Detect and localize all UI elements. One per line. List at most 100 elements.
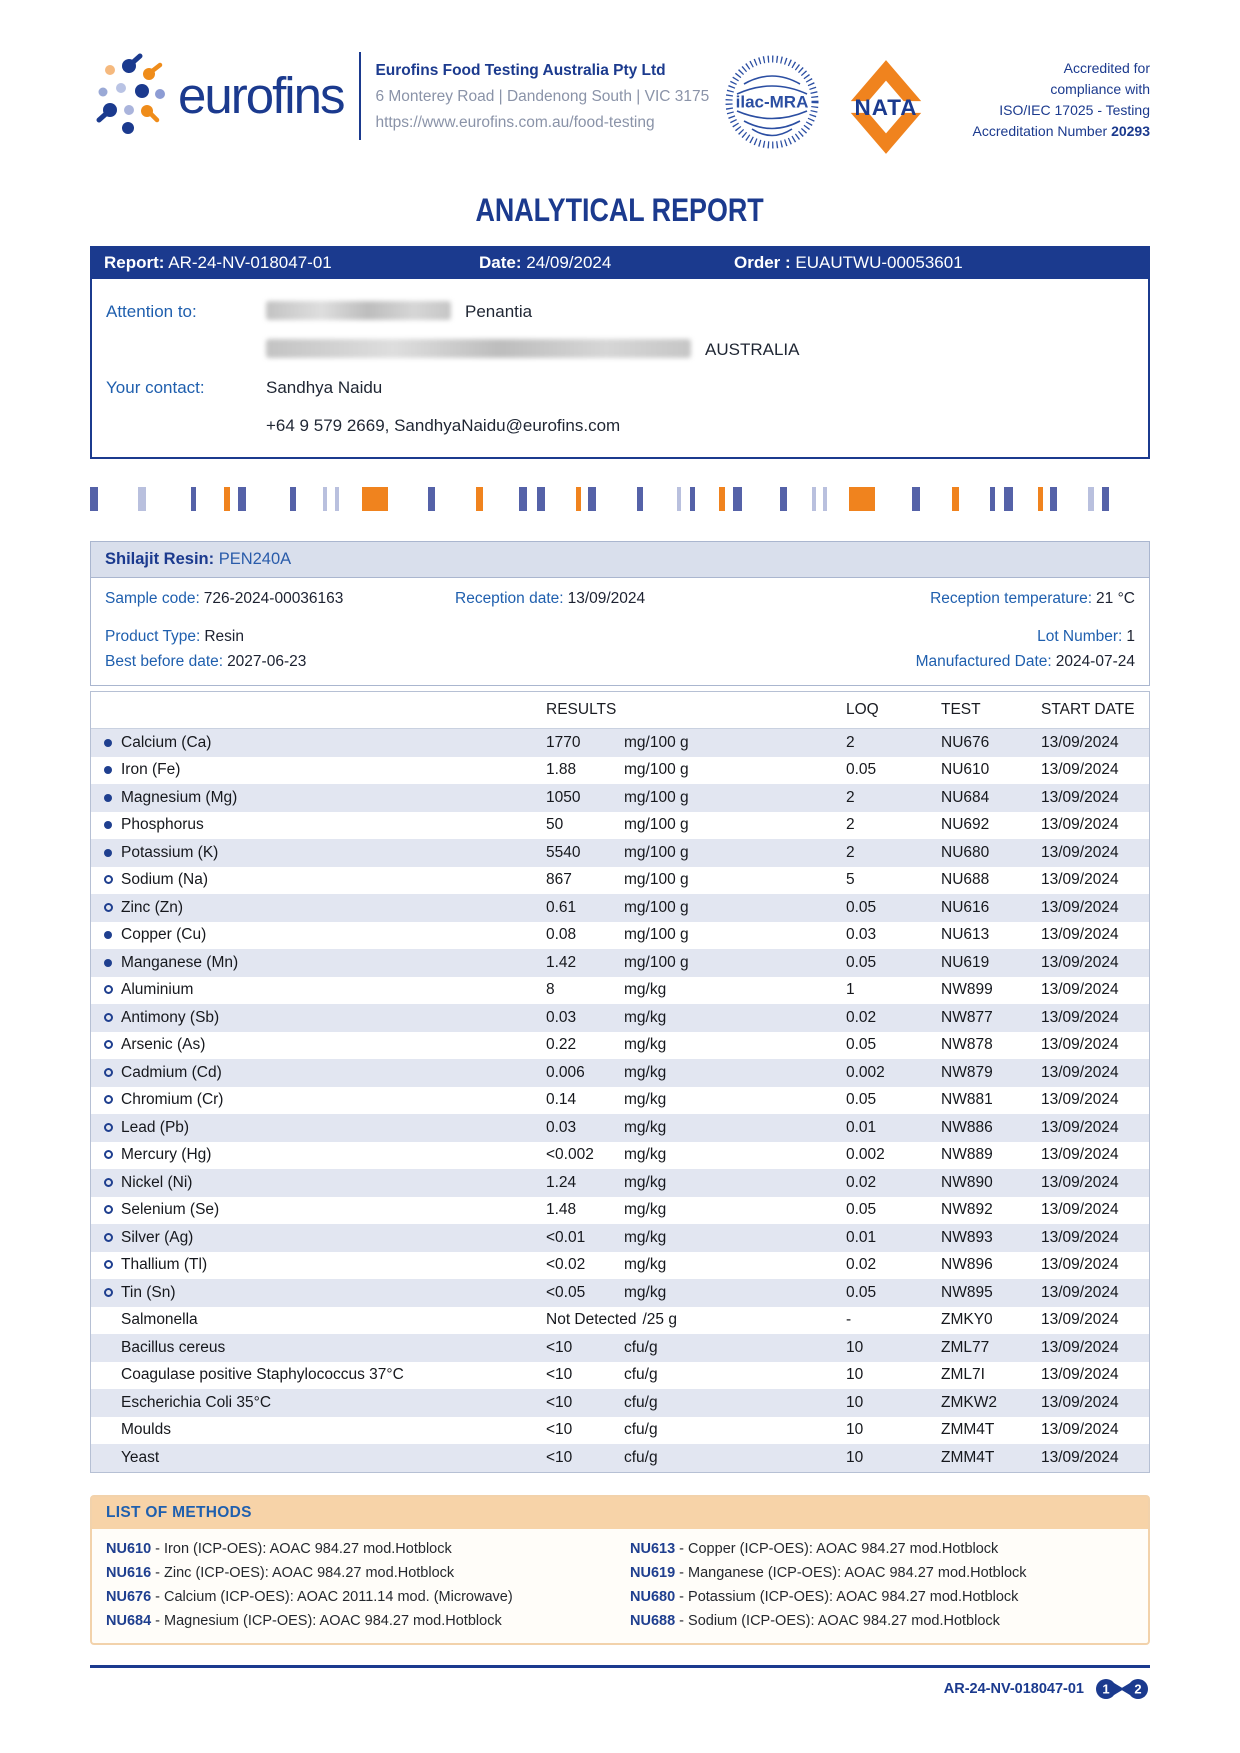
- result-unit: cfu/g: [624, 1448, 658, 1466]
- barcode-bar: [237, 487, 246, 511]
- analyte-name: Cadmium (Cd): [121, 1063, 222, 1081]
- company-website: https://www.eurofins.com.au/food-testing: [375, 114, 655, 131]
- result-unit: mg/kg: [624, 1201, 667, 1219]
- result-unit: mg/kg: [624, 1173, 667, 1191]
- barcode-bar: [1037, 487, 1043, 511]
- table-row: Mercury (Hg) <0.002 mg/kg 0.002 NW889 13/…: [91, 1142, 1149, 1170]
- method-item: NU616 - Zinc (ICP-OES): AOAC 984.27 mod.…: [106, 1561, 610, 1585]
- test-code: NW896: [941, 1256, 993, 1274]
- barcode-bar: [224, 487, 231, 511]
- report-id: Report: AR-24-NV-018047-01: [104, 252, 332, 272]
- result-value: 0.08: [546, 926, 577, 944]
- test-code: NU613: [941, 926, 990, 944]
- start-date: 13/09/2024: [1041, 926, 1119, 944]
- company-info: Eurofins Food Testing Australia Pty Ltd …: [375, 52, 709, 136]
- result-cell: 50 mg/100 g: [546, 816, 846, 834]
- loq-value: 0.01: [846, 1228, 877, 1246]
- report-date: Date: 24/09/2024: [479, 252, 612, 272]
- result-value: <0.002: [546, 1146, 594, 1164]
- result-value: 1050: [546, 788, 581, 806]
- result-value: 1.24: [546, 1173, 577, 1191]
- analyte-bullet-icon: [104, 1122, 113, 1132]
- analyte-bullet-icon: [104, 738, 112, 747]
- result-value: Not Detected: [546, 1311, 637, 1329]
- start-date: 13/09/2024: [1041, 761, 1119, 779]
- table-row: Phosphorus 50 mg/100 g 2 NU692 13/09/2024: [91, 812, 1149, 840]
- barcode-bar: [822, 487, 827, 511]
- loq-value: 0.01: [846, 1118, 877, 1136]
- table-row: Arsenic (As) 0.22 mg/kg 0.05 NW878 13/09/…: [91, 1032, 1149, 1060]
- result-value: 1.42: [546, 953, 577, 971]
- barcode-bar: [1102, 487, 1110, 511]
- loq-value: 0.05: [846, 1091, 877, 1109]
- result-cell: <0.02 mg/kg: [546, 1256, 846, 1274]
- result-value: 8: [546, 981, 555, 999]
- footer-divider: [90, 1664, 1150, 1668]
- attention-label: Attention to:: [106, 302, 197, 321]
- loq-value: 5: [846, 871, 855, 889]
- method-description: - Manganese (ICP-OES): AOAC 984.27 mod.H…: [675, 1564, 1027, 1581]
- test-code: NW899: [941, 981, 993, 999]
- results-table-body: Calcium (Ca) 1770 mg/100 g 2 NU676 13/09/…: [91, 729, 1149, 1472]
- table-row: Chromium (Cr) 0.14 mg/kg 0.05 NW881 13/09…: [91, 1087, 1149, 1115]
- result-value: 0.22: [546, 1036, 577, 1054]
- result-cell: Not Detected/25 g: [546, 1311, 846, 1329]
- table-row: Magnesium (Mg) 1050 mg/100 g 2 NU684 13/0…: [91, 784, 1149, 812]
- barcode-bar: [290, 487, 297, 511]
- result-cell: 0.03 mg/kg: [546, 1119, 846, 1137]
- loq-value: 1: [846, 981, 855, 999]
- accreditation-text: Accredited for compliance with ISO/IEC 1…: [950, 52, 1150, 142]
- table-row: Aluminium 8 mg/kg 1 NW899 13/09/2024: [91, 977, 1149, 1005]
- result-cell: 0.006 mg/kg: [546, 1064, 846, 1082]
- table-row: Silver (Ag) <0.01 mg/kg 0.01 NW893 13/09/…: [91, 1224, 1149, 1252]
- start-date: 13/09/2024: [1041, 953, 1119, 971]
- start-date: 13/09/2024: [1041, 1063, 1119, 1081]
- result-value: 0.03: [546, 1008, 577, 1026]
- attention-company-line: Penantia: [266, 293, 1148, 331]
- result-value: 1.88: [546, 761, 577, 779]
- analyte-bullet-icon: [104, 793, 112, 802]
- result-value: 867: [546, 871, 572, 889]
- table-row: Potassium (K) 5540 mg/100 g 2 NU680 13/09…: [91, 839, 1149, 867]
- start-date: 13/09/2024: [1041, 1448, 1119, 1466]
- result-value: <0.01: [546, 1228, 586, 1246]
- table-row: Thallium (Tl) <0.02 mg/kg 0.02 NW896 13/0…: [91, 1252, 1149, 1280]
- manufactured-date: Manufactured Date: 2024-07-24: [915, 653, 1135, 670]
- table-row: Salmonella Not Detected/25 g - ZMKY0 13/…: [91, 1307, 1149, 1335]
- results-table-header: RESULTS LOQ TEST START DATE: [91, 692, 1149, 729]
- page-header: eurofins Eurofins Food Testing Australia…: [90, 0, 1150, 158]
- method-code: NU676: [106, 1588, 152, 1605]
- analyte-bullet-icon: [104, 1205, 113, 1215]
- analyte-bullet-icon: [104, 766, 112, 775]
- table-row: Selenium (Se) 1.48 mg/kg 0.05 NW892 13/09…: [91, 1197, 1149, 1225]
- attention-address-line: AUSTRALIA: [266, 331, 1148, 369]
- page-current: 1: [1102, 1681, 1109, 1696]
- analyte-bullet-icon: [104, 985, 113, 995]
- contact-details: +64 9 579 2669, SandhyaNaidu@eurofins.co…: [266, 416, 621, 435]
- table-row: Manganese (Mn) 1.42 mg/100 g 0.05 NU619 1…: [91, 949, 1149, 977]
- barcode-bar: [677, 487, 682, 511]
- result-unit: mg/kg: [624, 1063, 667, 1081]
- analyte-bullet-icon: [104, 1040, 113, 1050]
- table-row: Antimony (Sb) 0.03 mg/kg 0.02 NW877 13/09…: [91, 1004, 1149, 1032]
- sample-title: Shilajit Resin: PEN240A: [91, 542, 1149, 578]
- result-value: <10: [546, 1448, 573, 1466]
- results-table: RESULTS LOQ TEST START DATE Calcium (Ca)…: [90, 691, 1150, 1473]
- start-date: 13/09/2024: [1041, 843, 1119, 861]
- analyte-bullet-icon: [104, 1232, 113, 1242]
- result-cell: <0.002 mg/kg: [546, 1146, 846, 1164]
- result-cell: 0.22 mg/kg: [546, 1036, 846, 1054]
- barcode-bar: [588, 487, 597, 511]
- barcode-bar: [636, 487, 643, 511]
- analyte-name: Sodium (Na): [121, 871, 208, 889]
- start-date: 13/09/2024: [1041, 1256, 1119, 1274]
- table-row: Cadmium (Cd) 0.006 mg/kg 0.002 NW879 13/0…: [91, 1059, 1149, 1087]
- test-code: NW895: [941, 1283, 993, 1301]
- start-date: 13/09/2024: [1041, 1118, 1119, 1136]
- start-date: 13/09/2024: [1041, 1201, 1119, 1219]
- start-date: 13/09/2024: [1041, 1311, 1119, 1329]
- method-item: NU688 - Sodium (ICP-OES): AOAC 984.27 mo…: [630, 1609, 1134, 1633]
- method-item: NU680 - Potassium (ICP-OES): AOAC 984.27…: [630, 1585, 1134, 1609]
- result-cell: <10 cfu/g: [546, 1394, 846, 1412]
- test-code: ZMKY0: [941, 1311, 993, 1329]
